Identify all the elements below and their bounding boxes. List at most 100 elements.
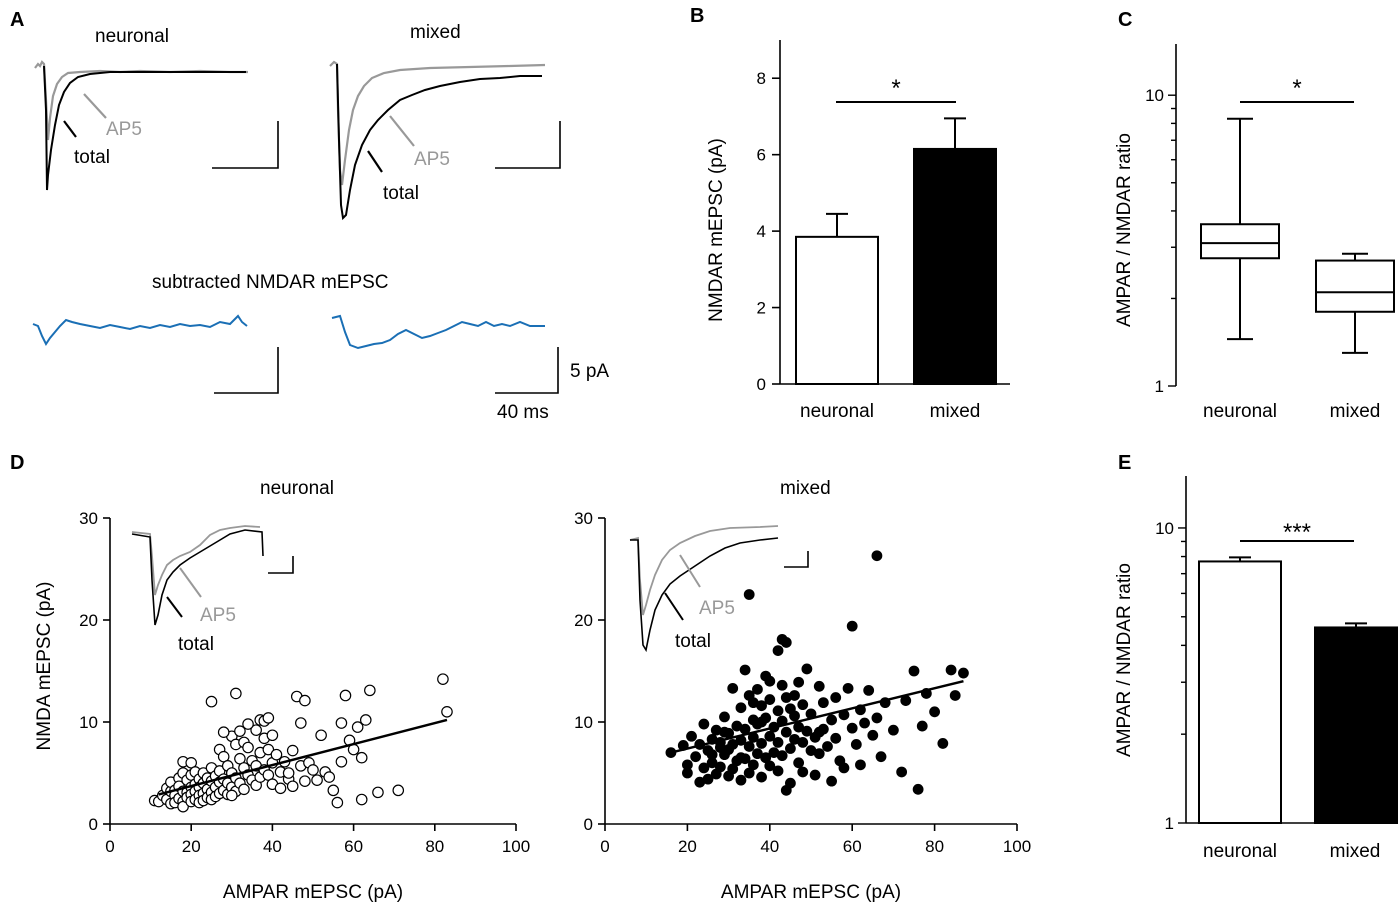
panel-b-ytick-label: 8 xyxy=(757,69,766,88)
d-right-point xyxy=(888,724,899,736)
d-left-point xyxy=(282,767,295,779)
d-right-fit-line xyxy=(674,679,964,753)
d-right-point xyxy=(690,751,702,763)
d-right-point xyxy=(801,663,813,675)
inset-mixed-ap5-label: AP5 xyxy=(699,598,735,619)
d-left-point xyxy=(270,748,283,761)
box-iqr xyxy=(1315,259,1395,313)
d-right-xtick-label: 100 xyxy=(1003,837,1031,856)
d-right-point xyxy=(809,769,821,781)
inset-neuronal-ap5-pointer xyxy=(179,567,202,598)
d-right-point xyxy=(772,765,784,777)
ap5-pointer-mixed xyxy=(389,115,415,147)
d-right-point xyxy=(949,690,961,701)
panel-b-ytick-label: 4 xyxy=(757,222,766,241)
d-left-point xyxy=(266,729,279,742)
panel-e-y-ticks: 1 10 xyxy=(1155,519,1186,833)
panel-a-title-neuronal: neuronal xyxy=(95,26,169,47)
bar-b-neuronal xyxy=(795,235,879,385)
panel-d-letter: D xyxy=(10,452,24,474)
trace-mixed-total xyxy=(336,63,542,221)
inset-mixed-scale xyxy=(784,551,809,568)
d-left-point xyxy=(355,751,368,764)
errorbar-b-mixed xyxy=(944,117,966,149)
panel-b-letter: B xyxy=(690,5,704,27)
d-left-ytick-label: 20 xyxy=(79,611,98,630)
d-left-point xyxy=(250,724,262,736)
d-right-point xyxy=(780,726,792,738)
d-left-point xyxy=(262,743,275,756)
panel-e: E AMPAR / NMDAR ratio 1 10 *** neuronal m… xyxy=(1114,452,1398,862)
ap5-label-mixed: AP5 xyxy=(414,149,450,170)
d-right-point xyxy=(772,737,784,748)
trace-neuronal-total xyxy=(43,65,246,191)
d-right-ytick-label: 20 xyxy=(574,611,593,630)
scale-label-current: 5 pA xyxy=(570,361,609,382)
d-right-point xyxy=(929,706,940,718)
panel-c-xtick-mixed: mixed xyxy=(1330,401,1381,422)
d-left-xtick-label: 100 xyxy=(502,837,530,856)
panel-d-title-neuronal: neuronal xyxy=(260,478,334,499)
total-pointer-mixed xyxy=(367,150,383,173)
total-pointer-neuronal xyxy=(63,120,77,138)
d-right-xtick-label: 40 xyxy=(760,837,779,856)
d-right-point xyxy=(850,739,862,750)
d-left-point xyxy=(335,755,348,768)
d-right-point xyxy=(735,752,747,764)
scale-bar-subtracted-mixed xyxy=(495,347,559,394)
d-right-point xyxy=(867,729,879,741)
panel-c-letter: C xyxy=(1118,9,1132,31)
d-left-point xyxy=(217,726,230,738)
trace-subtracted-mixed xyxy=(331,314,545,350)
d-right-xlabel: AMPAR mEPSC (pA) xyxy=(721,882,901,903)
d-right-point xyxy=(813,748,825,760)
bar-e-mixed xyxy=(1314,626,1398,825)
d-right-point xyxy=(789,690,800,701)
d-right-point xyxy=(764,730,776,742)
panel-b-y-ticks: 0 2 4 6 8 xyxy=(757,69,780,394)
d-right-point xyxy=(793,757,805,769)
panel-b-xtick-mixed: mixed xyxy=(930,401,981,422)
d-left-point xyxy=(242,718,254,730)
panel-b-ytick-label: 0 xyxy=(757,375,766,394)
d-left-ticks: 0 20 40 60 80 100 0 10 20 30 xyxy=(79,509,530,856)
panel-c: C AMPAR / NMDAR ratio 1 10 * neuronal mix… xyxy=(1114,9,1395,422)
d-left-xtick-label: 20 xyxy=(182,837,201,856)
d-left-point xyxy=(242,741,254,754)
d-right-point xyxy=(916,720,928,732)
d-right-point xyxy=(727,682,739,694)
panel-e-xtick-mixed: mixed xyxy=(1330,841,1381,862)
d-left-point xyxy=(262,712,275,724)
d-right-point xyxy=(723,744,734,755)
d-left-point xyxy=(238,783,250,796)
panel-c-ytick-label: 1 xyxy=(1155,377,1164,396)
d-right-point xyxy=(756,716,767,728)
inset-neuronal-ap5 xyxy=(131,525,261,596)
d-right-xtick-label: 60 xyxy=(843,837,862,856)
d-right-point xyxy=(735,774,747,786)
panel-b-ytick-label: 6 xyxy=(757,146,766,165)
d-right-point xyxy=(937,738,949,749)
d-right-point xyxy=(817,697,829,709)
d-right-point xyxy=(772,705,784,717)
d-right-point xyxy=(743,589,755,600)
subtracted-title: subtracted NMDAR mEPSC xyxy=(152,272,389,293)
d-right-ytick-label: 10 xyxy=(574,713,593,732)
d-left-ytick-label: 10 xyxy=(79,713,98,732)
d-left-point xyxy=(392,784,405,797)
d-left-point xyxy=(205,695,218,708)
d-right-point xyxy=(714,761,726,773)
panel-b-xtick-neuronal: neuronal xyxy=(800,401,874,422)
d-left-point xyxy=(234,725,246,737)
d-right-point xyxy=(826,714,837,726)
inset-mixed-ap5 xyxy=(629,525,779,616)
d-right-point xyxy=(776,679,788,691)
panel-a-title-mixed: mixed xyxy=(410,22,461,43)
box-c-neuronal xyxy=(1200,117,1280,341)
d-left-point xyxy=(372,786,384,799)
d-right-point xyxy=(743,741,755,752)
d-left-point xyxy=(323,771,336,783)
panel-c-y-ticks: 1 10 xyxy=(1145,86,1176,396)
d-right-xtick-label: 80 xyxy=(925,837,944,856)
d-left-xtick-label: 0 xyxy=(105,837,114,856)
